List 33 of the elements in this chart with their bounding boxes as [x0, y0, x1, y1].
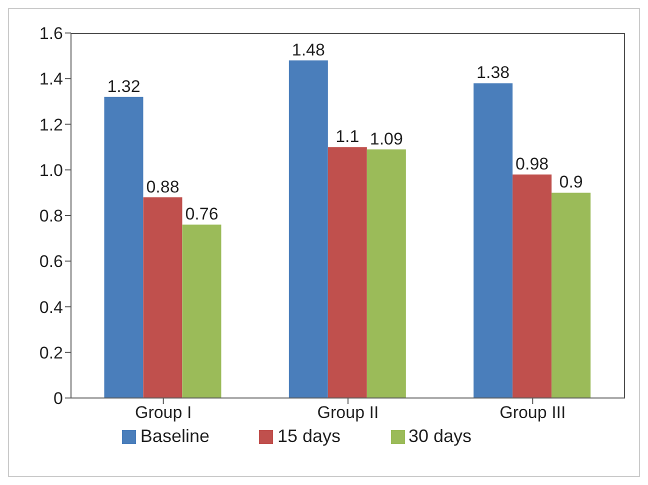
bar — [366, 149, 406, 398]
bar — [474, 83, 513, 398]
y-tick-label: 0.6 — [39, 252, 63, 272]
y-tick-label: 1.2 — [39, 115, 63, 134]
data-label: 1.09 — [370, 129, 403, 148]
y-tick-label: 0 — [54, 389, 63, 408]
bar — [104, 96, 144, 398]
bar — [552, 192, 591, 398]
data-label: 1.32 — [107, 76, 140, 96]
x-tick-label: Group I — [134, 403, 192, 422]
y-tick-label: 0.4 — [39, 298, 63, 317]
data-label: 0.88 — [146, 177, 180, 196]
y-tick-label: 0.8 — [39, 206, 63, 226]
data-label: 1.48 — [292, 40, 325, 60]
y-tick-label: 0.2 — [39, 343, 63, 362]
legend-label: Baseline — [140, 426, 210, 446]
bar — [328, 147, 367, 398]
bar — [182, 224, 222, 398]
bar — [143, 197, 182, 398]
x-tick-label: Group III — [500, 403, 566, 422]
data-label: 1.1 — [336, 127, 360, 146]
bar — [512, 174, 552, 398]
data-label: 0.9 — [559, 172, 583, 192]
data-label: 0.76 — [185, 204, 218, 224]
y-tick-label: 1.4 — [39, 70, 63, 89]
legend-label: 30 days — [408, 426, 472, 446]
x-tick-label: Group II — [317, 403, 379, 422]
legend-label: 15 days — [277, 426, 341, 446]
bar — [288, 60, 328, 398]
y-tick-label: 1.6 — [39, 24, 63, 44]
y-tick-label: 1.0 — [39, 160, 63, 180]
data-label: 1.38 — [476, 63, 510, 82]
data-label: 0.98 — [516, 154, 549, 174]
